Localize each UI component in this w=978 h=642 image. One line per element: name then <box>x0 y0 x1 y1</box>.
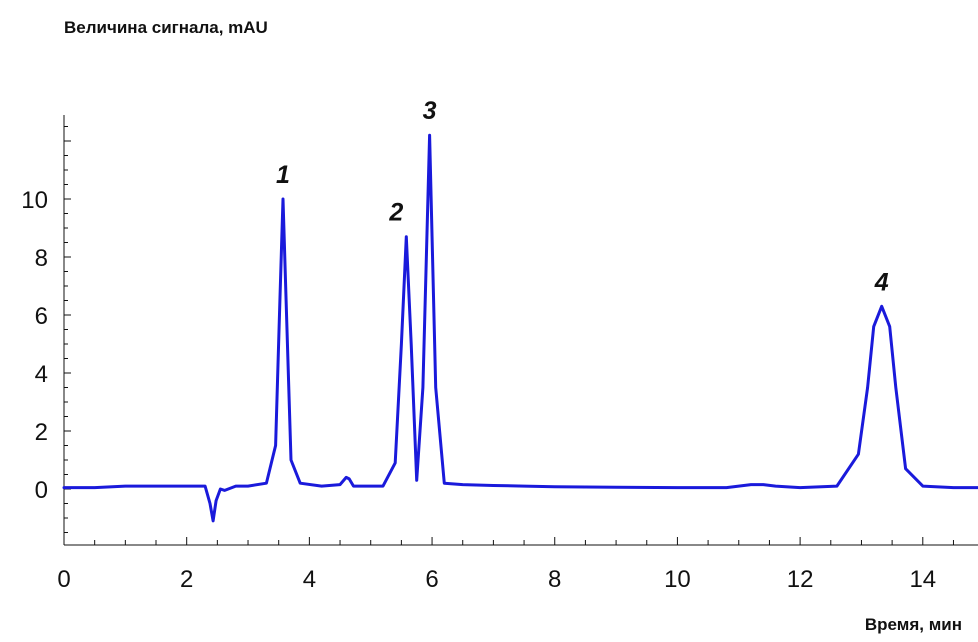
peak-labels: 1 2 3 4 <box>276 97 889 296</box>
y-tick-label: 6 <box>35 303 48 330</box>
x-tick-label: 12 <box>787 566 814 593</box>
x-tick-label: 2 <box>180 566 193 593</box>
signal-trace-line <box>62 133 978 523</box>
y-tick-label: 4 <box>35 361 48 388</box>
peak-label-2: 2 <box>388 199 403 227</box>
x-tick-label: 14 <box>909 566 936 593</box>
peak-label-4: 4 <box>874 268 889 296</box>
y-tick-label: 0 <box>35 477 48 504</box>
x-tick-label: 8 <box>548 566 561 593</box>
x-axis-label: Время, мин <box>865 615 962 634</box>
peak-label-1: 1 <box>276 161 290 189</box>
signal-trace-group <box>62 133 978 523</box>
y-axis-label: Величина сигнала, mAU <box>64 18 268 37</box>
y-tick-label: 8 <box>35 245 48 272</box>
peak-label-3: 3 <box>423 97 437 125</box>
y-tick-label: 10 <box>21 187 48 214</box>
y-tick-label: 2 <box>35 419 48 446</box>
x-tick-label: 0 <box>57 566 70 593</box>
x-tick-label: 6 <box>425 566 438 593</box>
x-tick-label: 10 <box>664 566 691 593</box>
x-tick-label: 4 <box>303 566 316 593</box>
